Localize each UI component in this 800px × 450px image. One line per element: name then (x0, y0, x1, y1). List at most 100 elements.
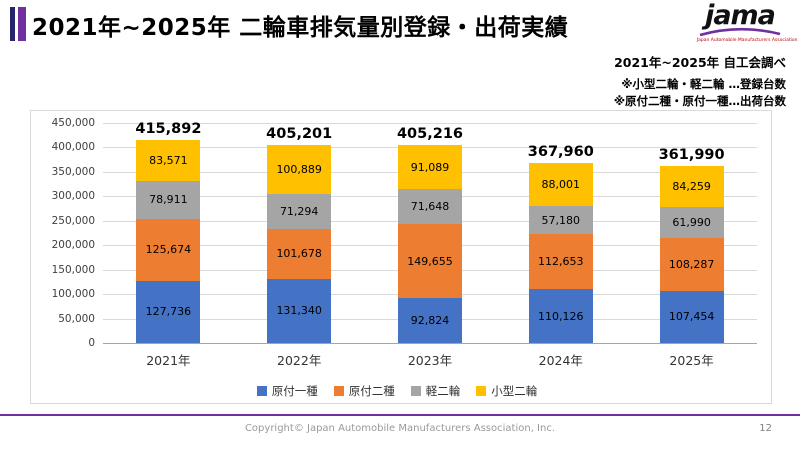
y-axis-tick-label: 50,000 (58, 312, 95, 325)
bar-segment: 110,126 (528, 289, 593, 343)
bar-stack: 88,001 57,180 112,653 110,126 (528, 163, 593, 343)
legend-item: 原付一種 (256, 383, 318, 399)
jama-logo: jama Japan Automobile Manufacturers Asso… (692, 0, 798, 43)
bar-segment: 127,736 (136, 280, 201, 343)
bar-segment-value: 57,180 (541, 213, 581, 227)
bar-segment: 71,648 (397, 189, 462, 225)
legend-swatch (476, 386, 487, 396)
bar-total-label: 361,990 (658, 147, 725, 164)
y-axis-tick-label: 450,000 (51, 117, 95, 129)
legend-label: 軽二輪 (425, 384, 461, 398)
accent-bar-dark (10, 7, 15, 41)
accent-bar-purple (18, 7, 26, 41)
x-axis-category-label: 2025年 (669, 353, 714, 368)
bar-column: 405,201 100,889 71,294 101,678 131,340 (234, 123, 365, 343)
bar-segment-value: 83,571 (149, 153, 188, 167)
bar-segment-value: 149,655 (407, 254, 453, 268)
bar-segment: 61,990 (659, 207, 724, 238)
bar-segment-value: 78,911 (149, 193, 188, 207)
bar-segment: 78,911 (136, 180, 201, 220)
bar-segment: 71,294 (267, 194, 332, 230)
bar-segment-value: 84,259 (672, 180, 711, 194)
y-axis-tick-label: 150,000 (51, 263, 95, 276)
y-axis-tick-label: 0 (88, 337, 95, 349)
copyright-text: Copyright© Japan Automobile Manufacturer… (244, 423, 556, 434)
footer-divider (0, 414, 800, 416)
bar-total-label: 405,201 (266, 125, 333, 142)
bar-segment-value: 91,089 (410, 160, 450, 174)
bar-segment: 125,674 (136, 219, 201, 281)
bar-segment-value: 108,287 (668, 257, 715, 271)
legend-label: 原付一種 (271, 384, 318, 398)
bar-segment: 92,824 (397, 297, 462, 343)
bar-segment: 83,571 (136, 139, 201, 181)
bar-stack: 91,089 71,648 149,655 92,824 (397, 144, 462, 343)
x-axis-labels: 2021年 2022年 2023年 2024年 2025年 (103, 343, 757, 369)
x-axis-category-label: 2021年 (146, 353, 191, 368)
bar-segment: 88,001 (528, 163, 593, 207)
bar-segment-value: 92,824 (410, 313, 450, 327)
y-axis: 0 50,000 100,000 150,000 200,000 250,000 300,0… (37, 117, 103, 349)
bar-column: 405,216 91,089 71,648 149,655 92,824 (365, 123, 496, 343)
bar-segment-value: 110,126 (538, 309, 584, 323)
y-axis-tick-label: 300,000 (51, 190, 95, 203)
bar-segment-value: 61,990 (672, 215, 711, 229)
bar-segment: 112,653 (528, 234, 593, 290)
bar-segment: 131,340 (267, 278, 332, 343)
bar-segment-value: 125,674 (145, 243, 192, 257)
survey-notes: 2021年~2025年 自工会調べ ※小型二輪・軽二輪 …登録台数 ※原付二種・… (614, 52, 786, 111)
bar-segment-value: 112,653 (538, 255, 584, 269)
plot-row: 0 50,000 100,000 150,000 200,000 250,000 300,0… (37, 117, 757, 349)
legend-item: 小型二輪 (476, 383, 537, 399)
stacked-bar-chart: 0 50,000 100,000 150,000 200,000 250,000 300,0… (30, 110, 772, 404)
jama-logo-subtext: Japan Automobile Manufacturers Associati… (696, 37, 798, 43)
legend-label: 小型二輪 (491, 384, 538, 398)
bar-segment: 101,678 (267, 229, 332, 279)
x-axis-category-label: 2024年 (538, 353, 583, 368)
bar-columns: 415,892 83,571 78,911 125,674 127,736 405,201… (103, 120, 757, 343)
bar-column: 361,990 84,259 61,990 108,287 107,454 (626, 123, 757, 343)
bar-total-label: 405,216 (396, 125, 464, 142)
bar-segment-value: 107,454 (668, 310, 715, 324)
title-accent-bars (10, 7, 26, 41)
x-axis: 2021年 2022年 2023年 2024年 2025年 (37, 343, 757, 369)
page-number: 12 (759, 423, 772, 434)
bar-segment: 57,180 (528, 206, 593, 235)
jama-logo-text: jama (705, 0, 776, 31)
y-axis-tick-label: 100,000 (51, 288, 95, 301)
shipment-note: ※原付二種・原付一種…出荷台数 (613, 94, 786, 109)
bar-total-label: 415,892 (135, 120, 202, 137)
bar-segment: 108,287 (659, 237, 724, 291)
y-axis-tick-label: 250,000 (51, 214, 95, 227)
legend-item: 軽二輪 (410, 383, 461, 399)
bar-segment-value: 100,889 (276, 163, 322, 177)
gridline (103, 123, 757, 124)
bar-stack: 83,571 78,911 125,674 127,736 (136, 139, 201, 343)
bar-column: 415,892 83,571 78,911 125,674 127,736 (103, 120, 234, 343)
y-axis-tick-label: 400,000 (51, 141, 95, 154)
legend-item: 原付二種 (333, 383, 395, 399)
jama-logo-swoosh-icon (699, 27, 781, 37)
registration-note: ※小型二輪・軽二輪 …登録台数 (621, 77, 786, 91)
bar-segment-value: 101,678 (276, 247, 322, 261)
x-axis-category-label: 2022年 (277, 353, 322, 368)
bar-stack: 84,259 61,990 108,287 107,454 (659, 166, 724, 343)
bar-segment: 149,655 (397, 224, 462, 298)
survey-source-note: 2021年~2025年 自工会調べ (614, 55, 786, 70)
gridline (103, 343, 757, 344)
plot-area: 415,892 83,571 78,911 125,674 127,736 405,201… (103, 120, 757, 344)
bar-segment-value: 131,340 (276, 304, 322, 318)
bar-total-label: 367,960 (527, 144, 594, 161)
chart-legend: 原付一種 原付二種 軽二輪 小型二輪 (37, 383, 757, 399)
bar-segment-value: 71,648 (410, 200, 450, 214)
bar-segment: 84,259 (659, 166, 724, 208)
legend-label: 原付二種 (348, 384, 395, 398)
y-axis-tick-label: 350,000 (51, 165, 95, 178)
bar-segment: 100,889 (267, 144, 332, 195)
bar-segment-value: 88,001 (541, 178, 581, 192)
page-title: 2021年~2025年 二輪車排気量別登録・出荷実績 (32, 15, 569, 41)
bar-segment: 107,454 (659, 290, 724, 343)
legend-swatch (333, 386, 344, 396)
legend-swatch (256, 386, 267, 396)
